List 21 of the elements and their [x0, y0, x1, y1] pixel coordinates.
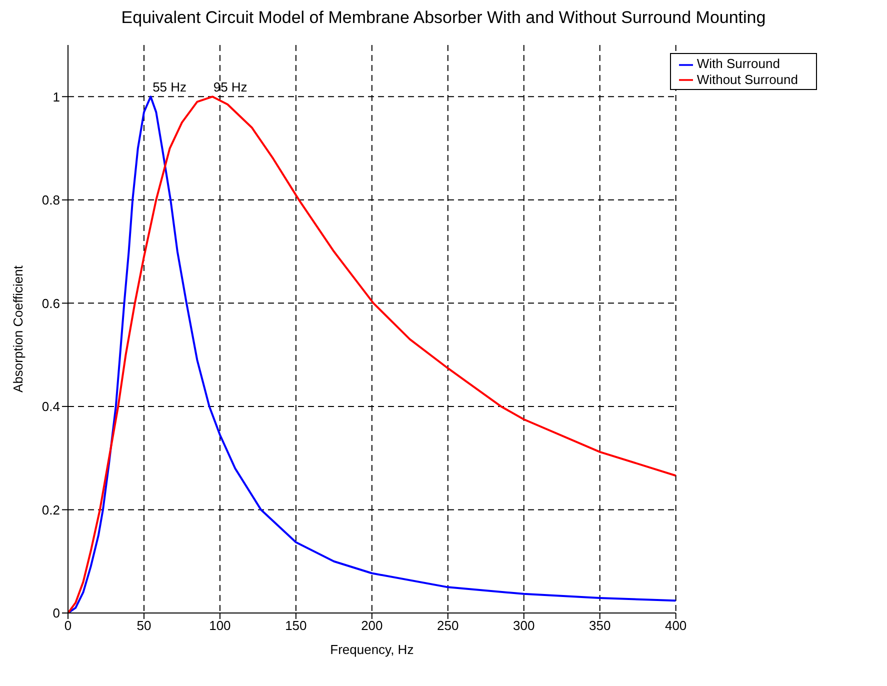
- y-tick-label: 0.6: [42, 296, 60, 311]
- y-tick-label: 0.8: [42, 192, 60, 208]
- x-axis-title: Frequency, Hz: [330, 642, 414, 657]
- x-tick-label: 400: [664, 618, 687, 634]
- y-tick-label: 1: [52, 89, 60, 104]
- x-tick-label: 100: [209, 618, 231, 634]
- annotation: 55 Hz: [152, 80, 187, 95]
- x-tick-label: 250: [437, 618, 459, 634]
- y-tick-label: 0: [52, 606, 60, 621]
- x-tick-label: 300: [513, 618, 535, 634]
- x-tick-label: 350: [589, 618, 611, 634]
- y-tick-label: 0.2: [42, 502, 60, 518]
- x-tick-label: 200: [361, 618, 383, 634]
- y-axis-title: Absorption Coefficient: [10, 265, 26, 392]
- legend-label: Without Surround: [696, 72, 798, 87]
- x-tick-label: 50: [136, 618, 152, 634]
- legend-label: With Surround: [696, 56, 780, 71]
- y-tick-label: 0.4: [42, 399, 60, 414]
- x-tick-label: 0: [64, 618, 72, 634]
- chart-title: Equivalent Circuit Model of Membrane Absorber With and Without Surround Mounting: [120, 8, 767, 28]
- x-tick-label: 150: [285, 618, 307, 634]
